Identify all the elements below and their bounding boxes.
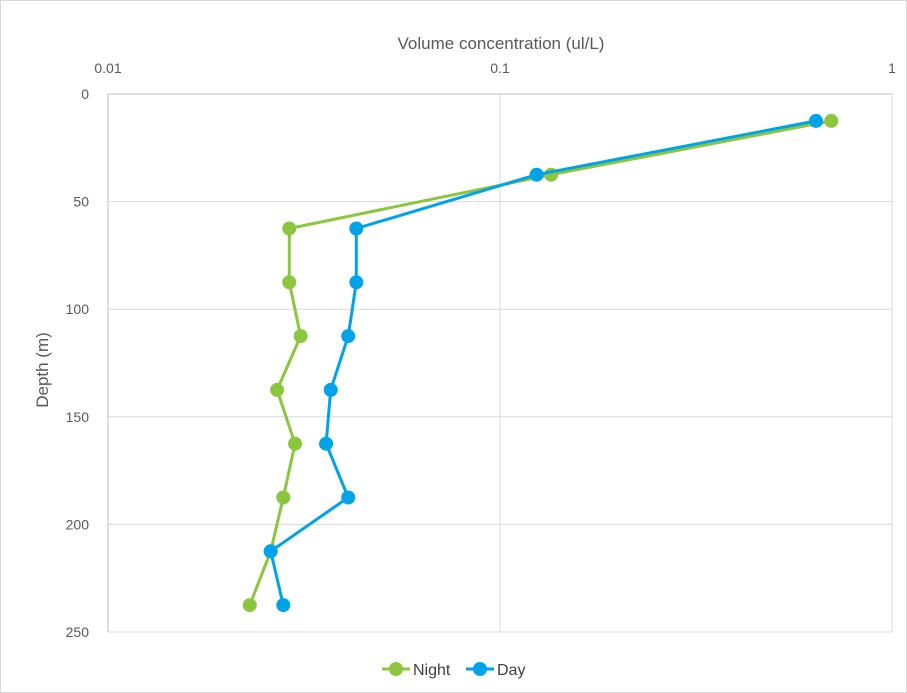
y-tick-label: 50 — [73, 194, 89, 210]
axis-layer: 0 50 100 150 200 250 0.01 0.1 1 — [66, 60, 896, 640]
data-point-day — [809, 113, 824, 128]
legend-label-day: Day — [497, 662, 525, 679]
series-line-day — [269, 119, 817, 606]
data-point-night — [282, 221, 297, 236]
y-tick-label: 200 — [66, 516, 90, 532]
data-point-day — [529, 167, 544, 182]
data-point-day — [323, 382, 338, 397]
legend-item-day: Day — [466, 662, 525, 679]
grid-layer — [107, 93, 893, 633]
y-tick-label: 150 — [66, 409, 90, 425]
legend-marker-night — [389, 662, 403, 676]
data-point-night — [288, 436, 303, 451]
data-point-day — [341, 490, 356, 505]
x-tick-label: 0.1 — [490, 60, 510, 76]
data-point-night — [293, 329, 308, 344]
x-tick-label: 0.01 — [94, 60, 121, 76]
legend-marker-day — [473, 662, 487, 676]
data-point-day — [263, 544, 278, 559]
legend: Night Day — [382, 662, 525, 679]
data-point-night — [282, 275, 297, 290]
data-point-night — [276, 490, 291, 505]
series-layer — [242, 113, 839, 613]
x-axis-title: Volume concentration (ul/L) — [398, 34, 605, 53]
legend-label-night: Night — [413, 662, 451, 679]
data-point-day — [349, 275, 364, 290]
y-tick-label: 250 — [66, 624, 90, 640]
data-point-day — [341, 329, 356, 344]
data-point-night — [242, 598, 257, 613]
data-point-day — [276, 598, 291, 613]
y-tick-label: 0 — [81, 86, 89, 102]
data-point-night — [270, 382, 285, 397]
y-tick-label: 100 — [66, 301, 90, 317]
data-point-day — [349, 221, 364, 236]
x-tick-label: 1 — [888, 60, 896, 76]
series-line-night — [248, 119, 832, 606]
y-axis-title: Depth (m) — [33, 332, 52, 408]
data-point-day — [319, 436, 334, 451]
data-point-night — [824, 113, 839, 128]
legend-item-night: Night — [382, 662, 451, 679]
